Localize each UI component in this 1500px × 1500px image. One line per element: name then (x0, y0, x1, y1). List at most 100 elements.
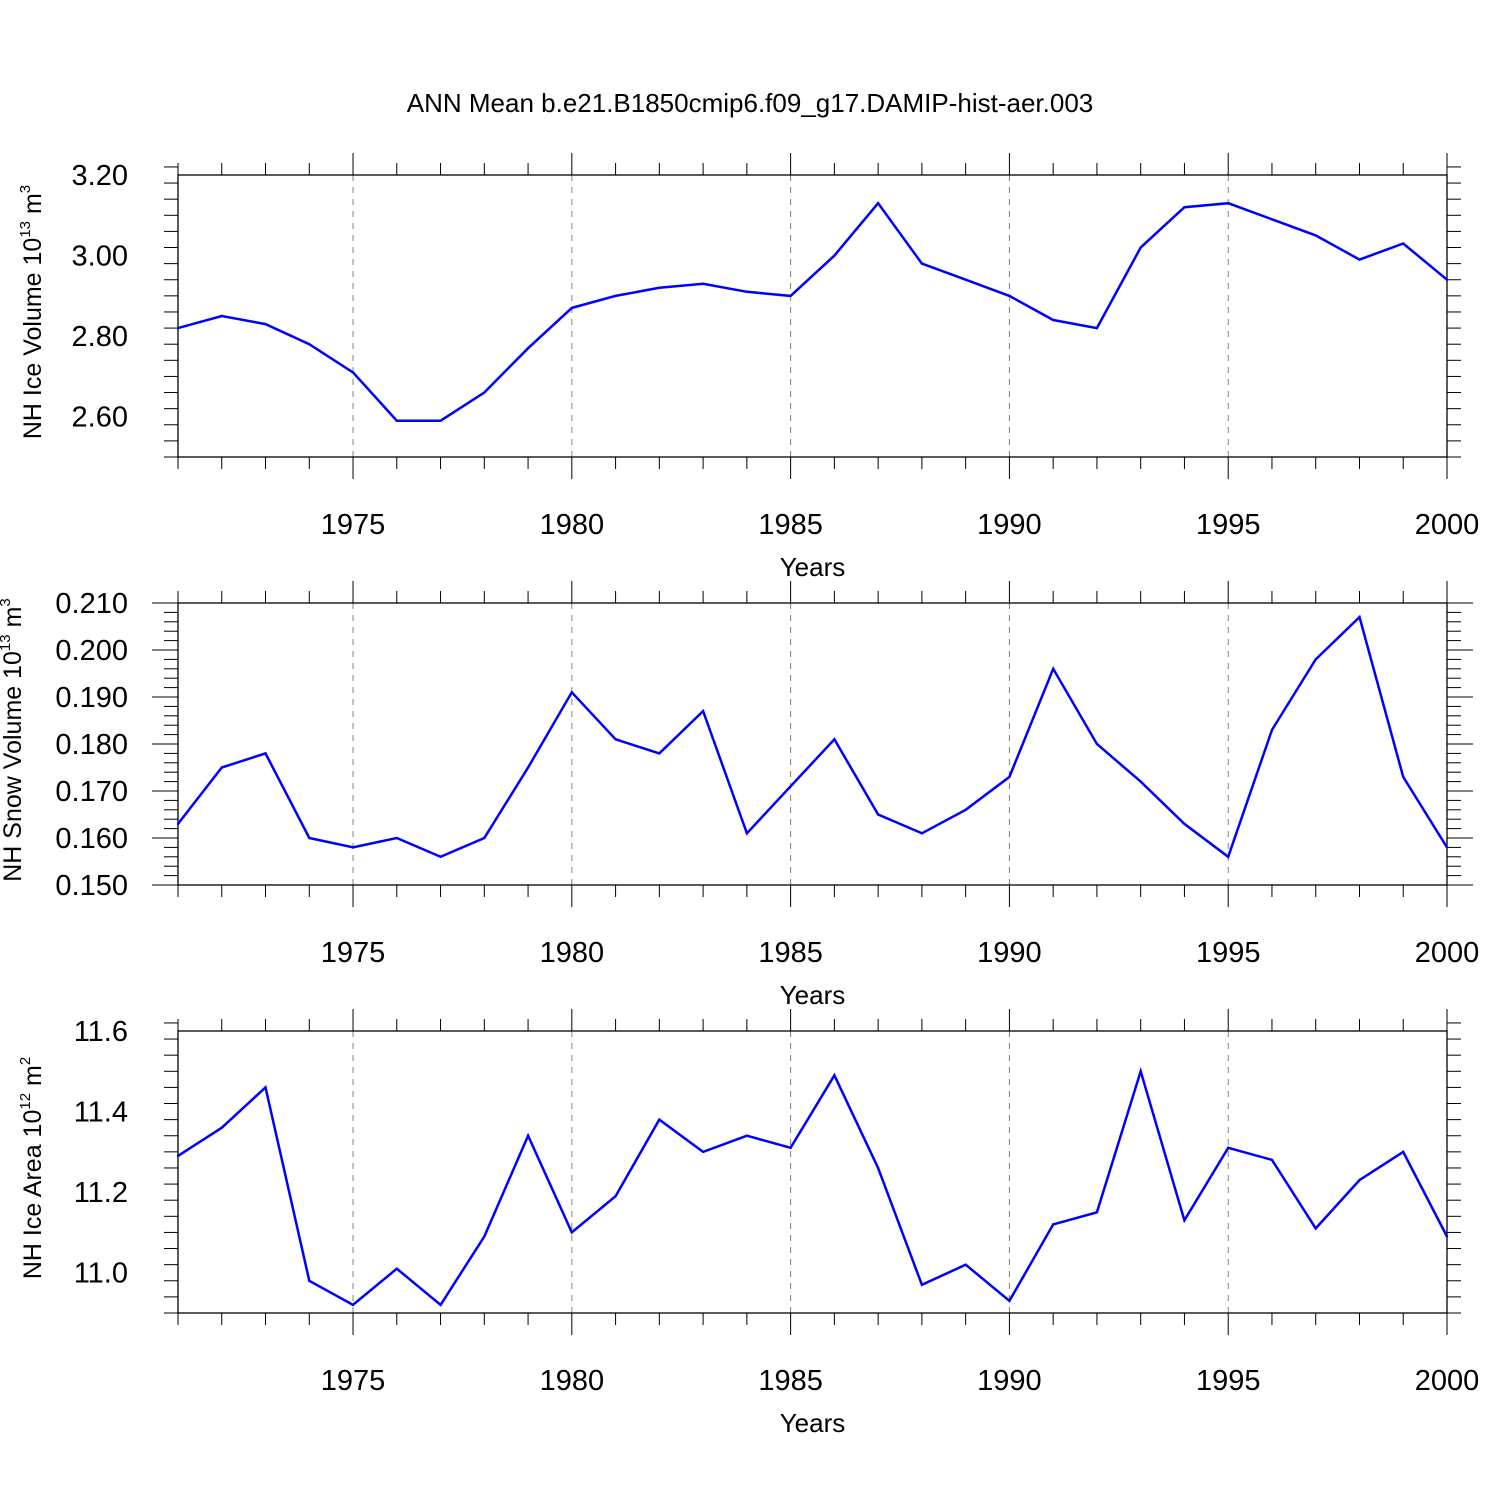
chart-panel-2: 0.150 0.160 0.170 0.180 0.190 0.200 0.210 1975 1… (0, 581, 1479, 1010)
data-point (308, 836, 311, 840)
data-point (1008, 294, 1011, 298)
data-point (570, 691, 574, 694)
data-point (483, 836, 486, 840)
data-point (745, 1134, 749, 1137)
x-tick-label: 1980 (540, 1365, 605, 1397)
plot-frame (177, 602, 1448, 886)
x-axis-label: Years (780, 1408, 846, 1438)
data-point (308, 343, 311, 346)
data-point (570, 306, 574, 310)
series-line (177, 201, 1448, 422)
data-point (220, 766, 223, 769)
data-point (439, 1303, 442, 1307)
data-point (1095, 326, 1099, 330)
y-axis-label: NH Ice Area 1012 m2 (17, 1057, 47, 1279)
data-point (789, 294, 792, 298)
data-point (876, 1166, 880, 1170)
data-point (1051, 318, 1055, 322)
data-point (920, 832, 924, 835)
y-tick-label: 0.160 (55, 823, 128, 855)
x-tick-label: 1990 (977, 509, 1042, 541)
data-point (658, 1118, 661, 1121)
y-axis-label-exponent: 13 (0, 634, 14, 651)
data-point (395, 1267, 398, 1270)
y-axis-label-exponent: 12 (17, 1093, 34, 1110)
y-tick-label: 11.2 (74, 1177, 128, 1209)
data-point (264, 752, 267, 755)
y-tick-label: 0.200 (55, 635, 128, 667)
y-axis-label-text: NH Snow Volume 10 (0, 651, 27, 882)
data-point (351, 846, 355, 849)
data-point (701, 1150, 705, 1154)
data-point (351, 371, 355, 374)
data-point (439, 855, 442, 858)
data-point (176, 822, 180, 826)
data-point (483, 1235, 486, 1238)
data-point (526, 766, 530, 769)
y-tick-label: 0.210 (55, 588, 128, 620)
data-point (964, 1263, 967, 1266)
chart-panel-1: 2.60 2.80 3.00 3.20 1975 1980 1985 1990 1995 2000… (17, 153, 1479, 582)
data-point (1008, 775, 1011, 779)
y-axis-label: NH Snow Volume 1013 m3 (0, 598, 27, 882)
y-tick-label: 2.60 (72, 402, 128, 434)
y-tick-label: 0.180 (55, 729, 128, 761)
x-tick-label: 1985 (758, 1365, 823, 1397)
data-point (1227, 1146, 1230, 1150)
data-point (833, 738, 836, 741)
data-point (701, 282, 705, 285)
data-point (964, 808, 967, 811)
data-point (1139, 246, 1142, 249)
data-point (1095, 1211, 1099, 1214)
y-axis-label-text: NH Ice Volume 10 (19, 238, 47, 440)
y-tick-label: 11.4 (74, 1097, 128, 1129)
data-point (1227, 855, 1230, 858)
data-point (658, 752, 661, 755)
data-point (789, 785, 792, 788)
data-point (1445, 1235, 1449, 1238)
y-tick-label: 11.6 (74, 1016, 128, 1048)
data-point (614, 738, 617, 741)
x-tick-label: 2000 (1415, 937, 1480, 969)
y-tick-label: 3.20 (72, 160, 128, 192)
data-point (1314, 1227, 1317, 1230)
data-point (964, 278, 967, 281)
plot-frame (177, 174, 1448, 458)
y-axis-label-unit: m (0, 607, 27, 635)
data-point (920, 262, 924, 265)
data-point (351, 1303, 355, 1307)
x-tick-label: 1990 (977, 937, 1042, 969)
data-point (176, 1154, 180, 1158)
data-point (395, 836, 398, 840)
x-tick-label: 1995 (1196, 937, 1261, 969)
data-point (614, 1194, 617, 1198)
data-point (526, 1134, 530, 1137)
data-point (1139, 1070, 1142, 1073)
data-point (1008, 1299, 1011, 1303)
data-point (395, 419, 398, 422)
y-axis-label-text: NH Ice Area 10 (19, 1110, 47, 1280)
x-tick-label: 1985 (758, 937, 823, 969)
x-tick-label: 1975 (321, 1365, 386, 1397)
y-axis-label: NH Ice Volume 1013 m3 (17, 185, 47, 439)
data-point (1270, 728, 1274, 732)
x-tick-label: 1980 (540, 937, 605, 969)
data-point (264, 322, 267, 326)
data-point (526, 347, 530, 350)
y-tick-label: 3.00 (72, 241, 128, 273)
plot-frame (177, 1030, 1448, 1314)
data-point (1314, 658, 1317, 661)
series-line (177, 614, 1449, 859)
data-point (614, 294, 617, 298)
series-line (177, 1066, 1449, 1307)
y-axis-label-exponent: 13 (17, 221, 34, 238)
y-axis-label-unit: m (19, 193, 47, 221)
data-point (1139, 780, 1142, 783)
data-point (745, 290, 749, 294)
y-tick-label: 0.190 (55, 682, 128, 714)
data-point (920, 1283, 924, 1287)
data-point (876, 202, 880, 205)
data-point (1051, 1223, 1055, 1226)
data-point (220, 1126, 223, 1129)
